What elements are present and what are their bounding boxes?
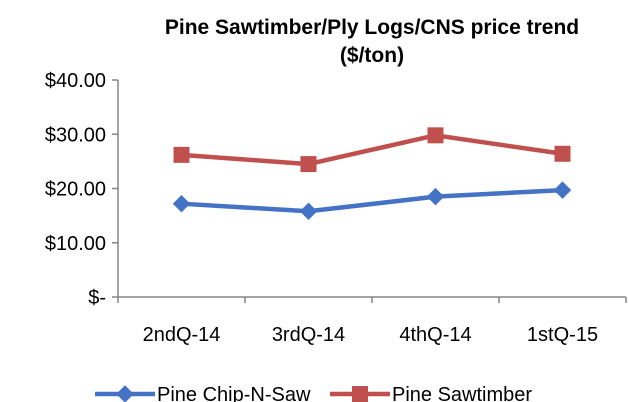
data-point-pine-sawtimber [174, 147, 189, 162]
y-tick-label: $20.00 [45, 179, 106, 201]
y-tick-label: $40.00 [45, 70, 106, 92]
data-point-pine-chip-n-saw [174, 196, 190, 212]
legend-marker-pine-chip-n-saw [117, 386, 133, 402]
chart-title-line-2: ($/ton) [340, 44, 404, 67]
legend: Pine Chip-N-Saw Pine Sawtimber [95, 384, 532, 402]
x-tick-label: 4thQ-14 [399, 324, 471, 346]
chart-title-line-1: Pine Sawtimber/Ply Logs/CNS price trend [165, 16, 579, 39]
data-point-pine-chip-n-saw [428, 189, 444, 205]
legend-label-pine-sawtimber: Pine Sawtimber [392, 384, 532, 402]
x-tick-label: 2ndQ-14 [143, 324, 221, 346]
y-tick-label: $- [88, 287, 106, 309]
data-point-pine-sawtimber [555, 146, 570, 161]
data-point-pine-sawtimber [428, 128, 443, 143]
legend-label-pine-chip-n-saw: Pine Chip-N-Saw [157, 384, 311, 402]
legend-marker-pine-sawtimber [353, 387, 368, 402]
x-tick-label: 1stQ-15 [527, 324, 598, 346]
data-point-pine-chip-n-saw [301, 203, 317, 219]
data-point-pine-sawtimber [301, 157, 316, 172]
series-line-pine-sawtimber [182, 135, 563, 164]
y-tick-label: $30.00 [45, 124, 106, 146]
y-tick-label: $10.00 [45, 233, 106, 255]
x-tick-label: 3rdQ-14 [272, 324, 345, 346]
series-line-pine-chip-n-saw [182, 190, 563, 211]
series-layer [174, 128, 571, 219]
data-point-pine-chip-n-saw [555, 182, 571, 198]
